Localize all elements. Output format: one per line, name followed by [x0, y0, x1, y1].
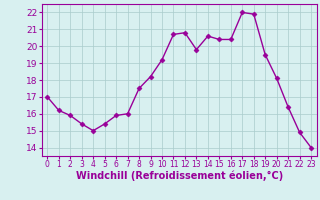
X-axis label: Windchill (Refroidissement éolien,°C): Windchill (Refroidissement éolien,°C) [76, 171, 283, 181]
